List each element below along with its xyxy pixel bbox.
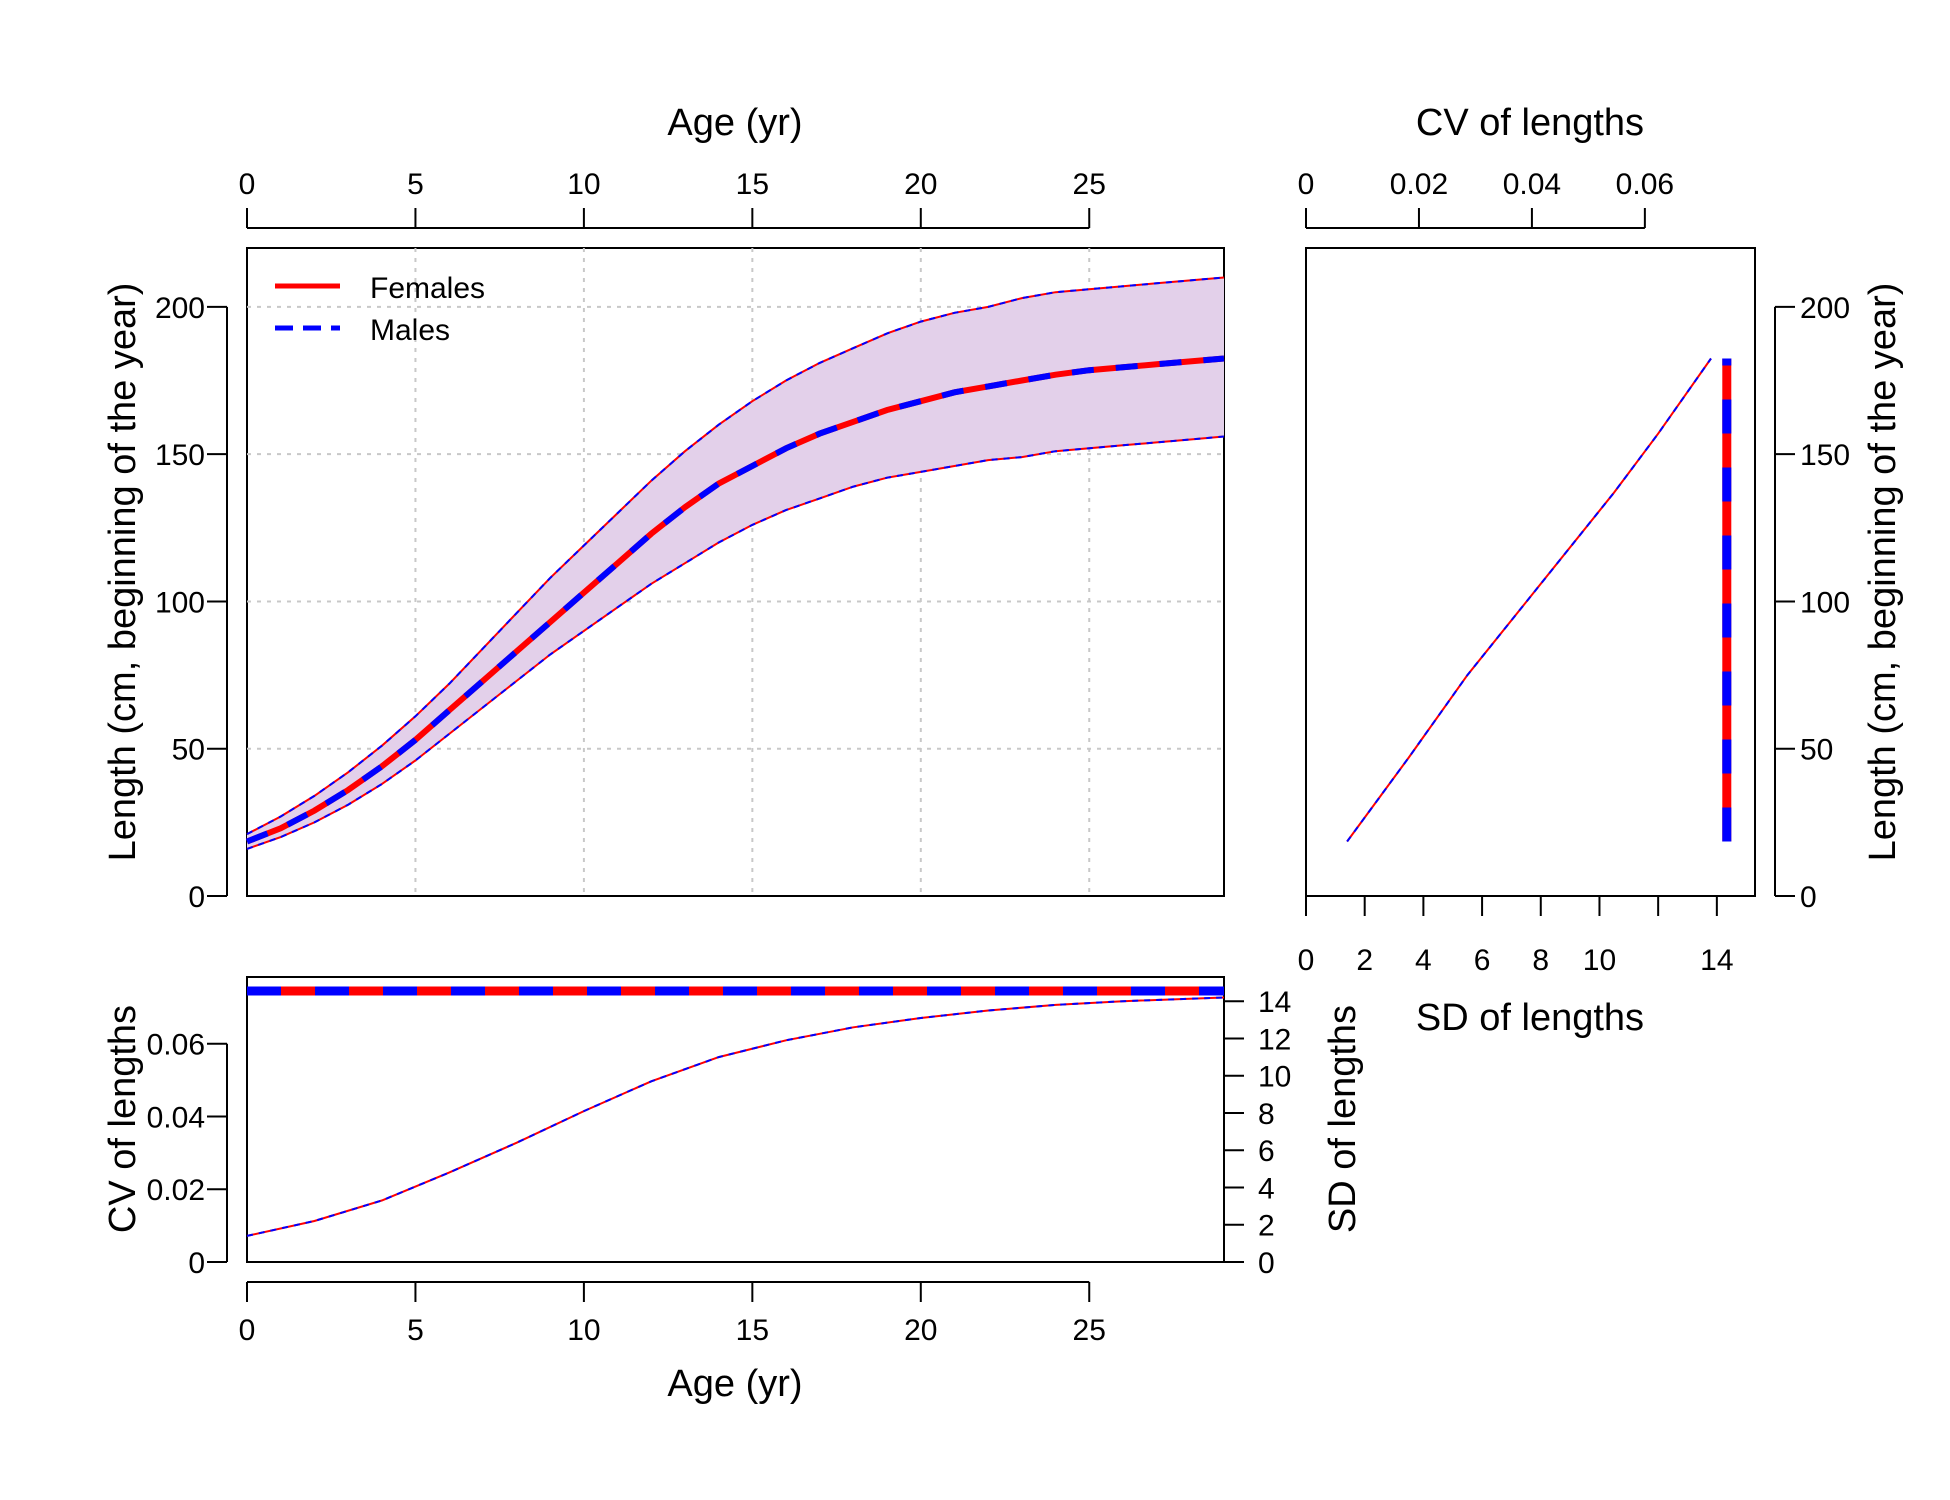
- sd-x-tick-label: 0: [1298, 944, 1315, 977]
- growth-x-tick-label: 0: [239, 168, 256, 201]
- cv-plot-frame: [246, 976, 1225, 1263]
- sd-right-y-axis: 0 50 100 150 200: [1774, 292, 1850, 914]
- sd-right-y-tick-label: 150: [1800, 439, 1850, 472]
- cv-age-y-tick-label: 0.06: [147, 1029, 205, 1062]
- cv-top-tick-label: 0.02: [1390, 168, 1448, 201]
- growth-x-tick-label: 10: [567, 168, 600, 201]
- cv-age-y2-tick-label: 14: [1258, 986, 1291, 1019]
- growth-y-axis: 0 50 100 150 200: [155, 292, 228, 914]
- cv-age-y2-tick-label: 4: [1258, 1172, 1275, 1205]
- sd-x-axis-title: SD of lengths: [1416, 997, 1644, 1039]
- age-sd-females-line: [246, 996, 1225, 1237]
- panel-sd-cv-length: 0 2 4 6 8 10 14 0 0.02 0.04 0.06 0 50 100 150 200 SD …: [1298, 102, 1904, 1039]
- sd-x-tick-label: 10: [1583, 944, 1616, 977]
- cv-age-x-tick-label: 15: [736, 1314, 769, 1347]
- sd-right-y-tick-label: 200: [1800, 292, 1850, 325]
- cv-age-y-tick-label: 0.02: [147, 1174, 205, 1207]
- cv-age-x-tick-label: 5: [407, 1314, 424, 1347]
- cv-age-y2-tick-label: 2: [1258, 1210, 1275, 1243]
- cv-age-x-tick-label: 10: [567, 1314, 600, 1347]
- cv-top-axis-title: CV of lengths: [1416, 102, 1644, 144]
- sd-x-tick-label: 2: [1356, 944, 1373, 977]
- legend-males-label: Males: [370, 314, 450, 347]
- sd-x-tick-label: 14: [1700, 944, 1733, 977]
- growth-x-tick-label: 15: [736, 168, 769, 201]
- sd-right-y-tick-label: 0: [1800, 881, 1817, 914]
- sd-right-y-tick-label: 50: [1800, 734, 1833, 767]
- cv-age-y-axis-title: CV of lengths: [102, 1005, 144, 1233]
- cv-age-x-tick-label: 0: [239, 1314, 256, 1347]
- sd-plot-frame: [1305, 247, 1756, 897]
- sd-x-tick-label: 6: [1474, 944, 1491, 977]
- growth-x-axis: 0 5 10 15 20 25: [239, 168, 1106, 229]
- sd-females-line: [1346, 357, 1712, 843]
- sd-x-tick-label: 4: [1415, 944, 1432, 977]
- growth-lower-males-line: [246, 435, 1225, 850]
- growth-males-line: [245, 355, 1225, 845]
- cv-age-y-tick-label: 0.04: [147, 1101, 205, 1134]
- cv-age-x-axis-title: Age (yr): [667, 1363, 802, 1405]
- sd-x-tick-label: 8: [1532, 944, 1549, 977]
- growth-y-tick-label: 100: [155, 586, 205, 619]
- cv-age-right-y-axis: 0 2 4 6 8 10 12 14: [1223, 986, 1291, 1280]
- growth-y-tick-label: 0: [188, 881, 205, 914]
- growth-x-tick-label: 25: [1073, 168, 1106, 201]
- panel-cv-sd-age: 0 5 10 15 20 25 0 0.02 0.04 0.06 0 2 4 6 8 10 12 14 Age…: [102, 976, 1364, 1405]
- panel-growth: 0 5 10 15 20 25 0 50 100 150 200 Age (yr) Length …: [102, 102, 1225, 914]
- cv-age-y2-tick-label: 12: [1258, 1023, 1291, 1056]
- legend-females-label: Females: [370, 272, 485, 305]
- cv-age-x-axis: 0 5 10 15 20 25: [239, 1281, 1106, 1347]
- cv-age-y2-tick-label: 8: [1258, 1098, 1275, 1131]
- cv-top-tick-label: 0: [1298, 168, 1315, 201]
- growth-y-tick-label: 150: [155, 439, 205, 472]
- legend: Females Males: [275, 272, 485, 347]
- growth-band-area: [247, 277, 1224, 849]
- sd-x-axis: 0 2 4 6 8 10 14: [1298, 895, 1734, 977]
- growth-x-axis-title: Age (yr): [667, 102, 802, 144]
- cv-top-tick-label: 0.06: [1616, 168, 1674, 201]
- sd-males-line: [1346, 357, 1712, 843]
- cv-age-y-tick-label: 0: [188, 1247, 205, 1280]
- cv-age-x-tick-label: 25: [1073, 1314, 1106, 1347]
- cv-top-axis: 0 0.02 0.04 0.06: [1298, 168, 1674, 229]
- age-sd-males-line: [246, 996, 1225, 1237]
- growth-y-tick-label: 200: [155, 292, 205, 325]
- cv-top-tick-label: 0.04: [1503, 168, 1561, 201]
- cv-age-y2-tick-label: 10: [1258, 1061, 1291, 1094]
- growth-plot-frame: [246, 247, 1225, 897]
- cv-age-left-y-axis: 0 0.02 0.04 0.06: [147, 1029, 228, 1280]
- cv-age-x-tick-label: 20: [904, 1314, 937, 1347]
- cv-age-y2-axis-title: SD of lengths: [1322, 1005, 1364, 1233]
- sd-y-axis-title: Length (cm, beginning of the year): [1862, 283, 1904, 862]
- growth-x-tick-label: 20: [904, 168, 937, 201]
- cv-age-y2-tick-label: 0: [1258, 1247, 1275, 1280]
- growth-x-tick-label: 5: [407, 168, 424, 201]
- cv-age-y2-tick-label: 6: [1258, 1135, 1275, 1168]
- growth-y-axis-title: Length (cm, beginning of the year): [102, 283, 144, 862]
- growth-y-tick-label: 50: [172, 734, 205, 767]
- growth-upper-males-line: [246, 276, 1225, 835]
- sd-right-y-tick-label: 100: [1800, 586, 1850, 619]
